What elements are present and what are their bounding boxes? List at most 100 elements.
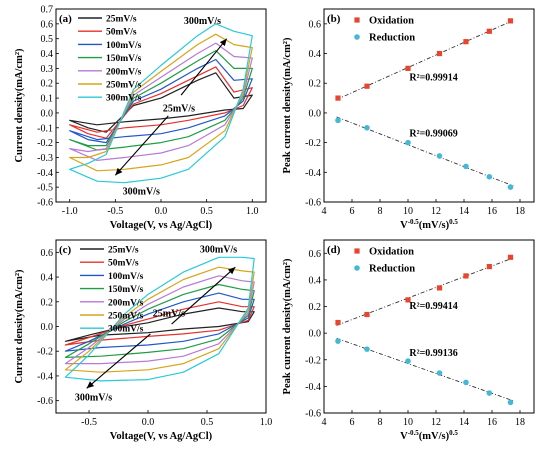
y-tick-label: -0.4 <box>37 168 53 179</box>
y-tick-label: -0.6 <box>305 198 321 209</box>
oxidation-point <box>463 273 469 279</box>
x-tick-label: 4 <box>322 417 327 428</box>
trend-arrow-0 <box>180 38 228 96</box>
y-tick-label: 0.4 <box>309 49 322 60</box>
legend-label: Oxidation <box>369 247 414 258</box>
reduction-point <box>335 338 341 344</box>
scan-rate-annotation: 300mV/s <box>75 393 112 404</box>
x-axis-label: V-0.5(mV/s)0.5 <box>400 218 458 231</box>
trend-arrow-0-head <box>219 38 227 47</box>
r-squared-label: R²=0.99414 <box>409 301 457 312</box>
y-tick-label: 0.6 <box>309 19 322 30</box>
oxidation-point <box>486 28 492 34</box>
y-tick-label: -0.1 <box>37 123 53 134</box>
x-tick-label: 12 <box>431 206 441 217</box>
y-tick-label: 0.1 <box>41 94 54 105</box>
y-tick-label: 0.4 <box>309 275 322 286</box>
y-axis-label: Peak current density(mA/cm²) <box>282 37 293 173</box>
legend-label: 200mV/s <box>106 67 142 77</box>
x-tick-label: 0.0 <box>142 417 155 428</box>
legend-label: 200mV/s <box>108 298 144 308</box>
y-tick-label: -0.3 <box>37 153 53 164</box>
peak-panel-1: 4 6 8 10 12 14 16 18 -0.6 -0.4 -0.2 0.0 0.2 0.4 0.6 V-0… <box>282 8 535 231</box>
y-tick-label: 0.2 <box>41 79 54 90</box>
trend-arrow-1 <box>114 115 169 176</box>
r-squared-label: R²=0.99136 <box>409 348 457 359</box>
y-tick-label: 0.4 <box>41 273 54 284</box>
reduction-point <box>463 379 469 386</box>
y-tick-label: 0.2 <box>309 302 322 313</box>
y-tick-label: -0.2 <box>305 355 321 366</box>
x-tick-label: 10 <box>403 206 413 217</box>
y-tick-label: 0.6 <box>309 249 322 260</box>
legend-label: 300mV/s <box>108 325 144 335</box>
panel-label: (c) <box>59 244 72 256</box>
y-tick-label: 0.5 <box>41 34 54 45</box>
x-tick-label: 12 <box>431 417 441 428</box>
scan-rate-annotation: 300mV/s <box>123 187 160 198</box>
x-tick-label: 6 <box>350 206 355 217</box>
fit-line <box>336 19 514 100</box>
legend-label: Reduction <box>369 33 415 44</box>
trend-arrow-0-head <box>227 267 236 275</box>
reduction-point <box>507 399 514 406</box>
y-tick-label: -0.4 <box>305 168 321 179</box>
panel-label: (a) <box>59 13 72 25</box>
panel-label: (b) <box>327 13 341 25</box>
x-tick-label: 18 <box>515 417 525 428</box>
x-axis-label: V-0.5(mV/s)0.5 <box>400 429 458 442</box>
x-tick-label: -0.5 <box>107 206 123 217</box>
oxidation-point <box>436 50 443 57</box>
trend-arrow-1-head <box>115 167 123 176</box>
reduction-point <box>507 184 514 190</box>
y-tick-label: -0.6 <box>37 396 53 407</box>
cv-panel-2: -0.5 0.0 0.5 1.0 -0.6 -0.4 -0.2 0.0 0.2 0.4 0.6 Vol… <box>14 239 272 442</box>
reduction-point <box>335 117 341 124</box>
oxidation-point <box>335 95 341 101</box>
cv-curve-300 <box>69 23 253 184</box>
x-tick-label: 8 <box>378 206 383 217</box>
legend-label: 100mV/s <box>108 272 144 282</box>
x-axis-label: Voltage(V, vs Ag/AgCl) <box>110 220 213 231</box>
x-tick-label: -0.5 <box>81 417 97 428</box>
scan-rate-annotation: 300mV/s <box>184 16 221 27</box>
oxidation-point <box>507 18 514 24</box>
y-tick-label: -0.2 <box>37 347 53 358</box>
reduction-point <box>436 153 443 159</box>
y-tick-label: -0.6 <box>37 198 53 209</box>
x-axis-label: Voltage(V, vs Ag/AgCl) <box>110 431 213 442</box>
x-tick-label: 16 <box>487 417 497 428</box>
x-tick-label: 0.5 <box>200 206 213 217</box>
legend-label: 150mV/s <box>106 54 142 64</box>
y-tick-label: 0.0 <box>41 322 54 333</box>
y-tick-label: 0.2 <box>41 297 54 308</box>
x-tick-label: -1.0 <box>62 206 78 217</box>
cv-curve-200 <box>64 275 255 365</box>
y-tick-label: 0.6 <box>41 19 54 30</box>
legend-label: Reduction <box>369 264 415 275</box>
x-tick-label: 0.0 <box>155 206 168 217</box>
y-axis-label: Current density(mA/cm²) <box>14 269 25 384</box>
y-axis-label: Peak current density(mA/cm²) <box>282 258 293 394</box>
y-axis-label: Current density(mA/cm²) <box>14 48 25 163</box>
oxidation-point <box>364 83 370 89</box>
x-tick-label: 10 <box>403 417 413 428</box>
legend-label: 25mV/s <box>106 15 137 25</box>
reduction-point <box>405 139 411 146</box>
y-tick-label: 0.6 <box>41 248 54 259</box>
fit-line <box>336 116 514 187</box>
x-tick-label: 4 <box>322 206 327 217</box>
fit-line <box>336 337 514 402</box>
legend-marker-reduction <box>354 34 360 40</box>
oxidation-point <box>335 319 341 326</box>
oxidation-point <box>405 65 411 71</box>
x-tick-label: 14 <box>459 206 469 217</box>
y-tick-label: -0.5 <box>37 183 53 194</box>
x-tick-label: 8 <box>378 417 383 428</box>
trend-arrow-0 <box>171 266 236 325</box>
scan-rate-annotation: 300mV/s <box>200 244 237 255</box>
plot-frame <box>323 8 535 203</box>
y-tick-label: -0.2 <box>305 138 321 149</box>
cv-curve-300 <box>64 256 255 382</box>
